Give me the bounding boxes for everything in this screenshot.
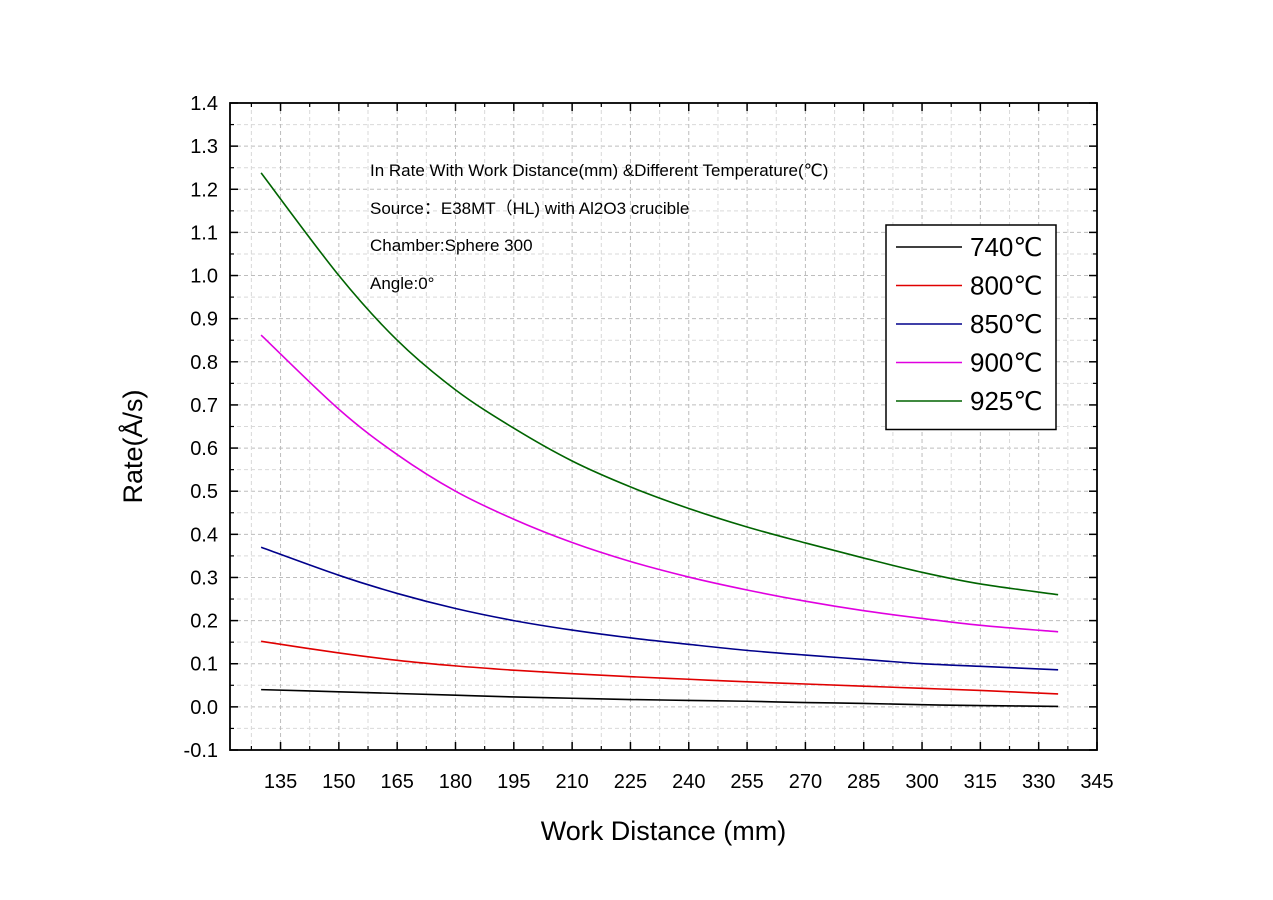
legend-label-2: 850℃ [970, 309, 1043, 339]
axis-ticks [230, 102, 1098, 751]
x-tick-label: 330 [1022, 771, 1055, 793]
y-tick-label: 1.3 [190, 136, 218, 158]
y-tick-label: 0.4 [190, 524, 218, 546]
x-tick-label: 180 [439, 771, 472, 793]
annotation-title: In Rate With Work Distance(mm) &Differen… [370, 161, 828, 180]
x-axis-title: Work Distance (mm) [541, 816, 787, 846]
y-tick-label: 0.8 [190, 352, 218, 374]
y-tick-label: 0.3 [190, 567, 218, 589]
y-tick-label: 1.1 [190, 222, 218, 244]
series-line-4 [260, 172, 1059, 596]
y-tick-label: 1.0 [190, 266, 218, 288]
x-tick-label: 345 [1080, 771, 1113, 793]
x-tick-label: 195 [497, 771, 530, 793]
tick-labels: -0.1 0.0 0.1 0.2 0.3 0.4 0.5 0.6 0.7 0.8 0.9 1.0 1.1… [184, 93, 1114, 793]
x-tick-label: 300 [905, 771, 938, 793]
series-group [260, 172, 1059, 708]
x-tick-label: 225 [614, 771, 647, 793]
x-tick-label: 285 [847, 771, 880, 793]
legend-label-1: 800℃ [970, 271, 1043, 301]
annotation-angle: Angle:0° [370, 274, 434, 293]
series-line-1 [260, 640, 1059, 695]
annotation-chamber: Chamber:Sphere 300 [370, 236, 533, 255]
x-tick-label: 240 [672, 771, 705, 793]
y-tick-label: 0.0 [190, 697, 218, 719]
y-axis-title: Rate(Å/s) [117, 389, 148, 503]
y-tick-label: -0.1 [184, 740, 218, 762]
x-tick-label: 165 [380, 771, 413, 793]
y-tick-label: 0.9 [190, 309, 218, 331]
x-tick-label: 315 [964, 771, 997, 793]
y-tick-label: 1.4 [190, 93, 218, 115]
legend-label-0: 740℃ [970, 232, 1043, 262]
y-tick-label: 0.2 [190, 611, 218, 633]
x-tick-label: 255 [730, 771, 763, 793]
x-tick-label: 270 [789, 771, 822, 793]
series-line-3 [260, 334, 1059, 633]
x-tick-label: 135 [264, 771, 297, 793]
legend-box [885, 224, 1057, 431]
series-line-0 [261, 688, 1059, 708]
series-line-2 [260, 546, 1059, 671]
legend: 740℃ 800℃ 850℃ 900℃ 925℃ [885, 224, 1057, 431]
legend-label-3: 900℃ [970, 348, 1043, 378]
legend-label-4: 925℃ [970, 386, 1043, 416]
y-tick-label: 1.2 [190, 179, 218, 201]
y-tick-label: 0.1 [190, 654, 218, 676]
y-tick-label: 0.6 [190, 438, 218, 460]
y-tick-label: 0.5 [190, 481, 218, 503]
y-tick-label: 0.7 [190, 395, 218, 417]
x-tick-label: 150 [322, 771, 355, 793]
x-tick-label: 210 [555, 771, 588, 793]
annotation-source: Source：E38MT（HL) with Al2O3 crucible [370, 199, 689, 218]
